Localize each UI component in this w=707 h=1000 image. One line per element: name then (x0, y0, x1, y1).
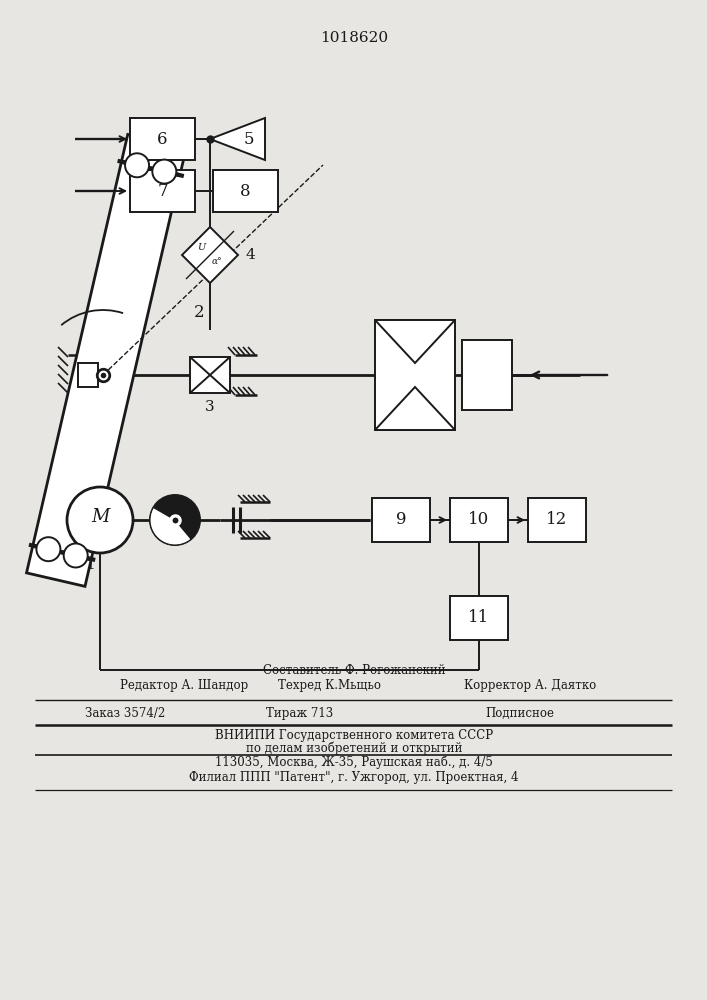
Bar (372, 498, 430, 542)
Polygon shape (182, 227, 238, 283)
Bar (450, 596, 508, 640)
Text: 1018620: 1018620 (320, 31, 388, 45)
Text: 7: 7 (157, 182, 168, 200)
Circle shape (37, 537, 60, 561)
Text: Подписное: Подписное (486, 706, 554, 720)
Polygon shape (27, 134, 186, 586)
Circle shape (152, 160, 176, 184)
Circle shape (125, 153, 149, 177)
Text: 3: 3 (205, 400, 215, 414)
Text: 11: 11 (468, 609, 490, 626)
Polygon shape (150, 508, 191, 545)
Text: U: U (197, 243, 205, 252)
Text: 1: 1 (85, 558, 95, 572)
Bar (462, 340, 512, 410)
Bar (78, 363, 98, 387)
Text: по делам изобретений и открытий: по делам изобретений и открытий (246, 741, 462, 755)
Text: 12: 12 (547, 512, 568, 528)
Text: Составитель Ф. Рогожанский: Составитель Ф. Рогожанский (263, 664, 445, 676)
Text: 2: 2 (194, 304, 204, 321)
Text: 8: 8 (240, 182, 251, 200)
Text: 4: 4 (245, 248, 255, 262)
Text: 6: 6 (157, 130, 168, 147)
Bar (130, 170, 195, 212)
Text: 113035, Москва, Ж-35, Раушская наб., д. 4/5: 113035, Москва, Ж-35, Раушская наб., д. … (215, 755, 493, 769)
Bar (528, 498, 586, 542)
Text: α°: α° (211, 257, 222, 266)
Text: 5: 5 (244, 130, 255, 147)
Text: Заказ 3574/2: Заказ 3574/2 (85, 706, 165, 720)
Bar (450, 498, 508, 542)
Polygon shape (210, 118, 265, 160)
Polygon shape (375, 387, 455, 430)
Text: M: M (90, 508, 109, 526)
Bar (213, 170, 278, 212)
Text: ВНИИПИ Государственного комитета СССР: ВНИИПИ Государственного комитета СССР (215, 728, 493, 742)
Text: Техред К.Мьщьо: Техред К.Мьщьо (279, 678, 382, 692)
Circle shape (67, 487, 133, 553)
Text: Филиал ППП "Патент", г. Ужгород, ул. Проектная, 4: Филиал ППП "Патент", г. Ужгород, ул. Про… (189, 770, 519, 784)
Text: Корректор А. Даятко: Корректор А. Даятко (464, 678, 596, 692)
Circle shape (64, 543, 88, 567)
Text: 9: 9 (396, 512, 407, 528)
Text: Редактор А. Шандор: Редактор А. Шандор (120, 678, 248, 692)
Bar (190, 357, 230, 393)
Text: 10: 10 (468, 512, 490, 528)
Polygon shape (375, 320, 455, 363)
Circle shape (150, 495, 200, 545)
Bar (375, 320, 455, 430)
Bar (130, 118, 195, 160)
Text: Тираж 713: Тираж 713 (267, 706, 334, 720)
